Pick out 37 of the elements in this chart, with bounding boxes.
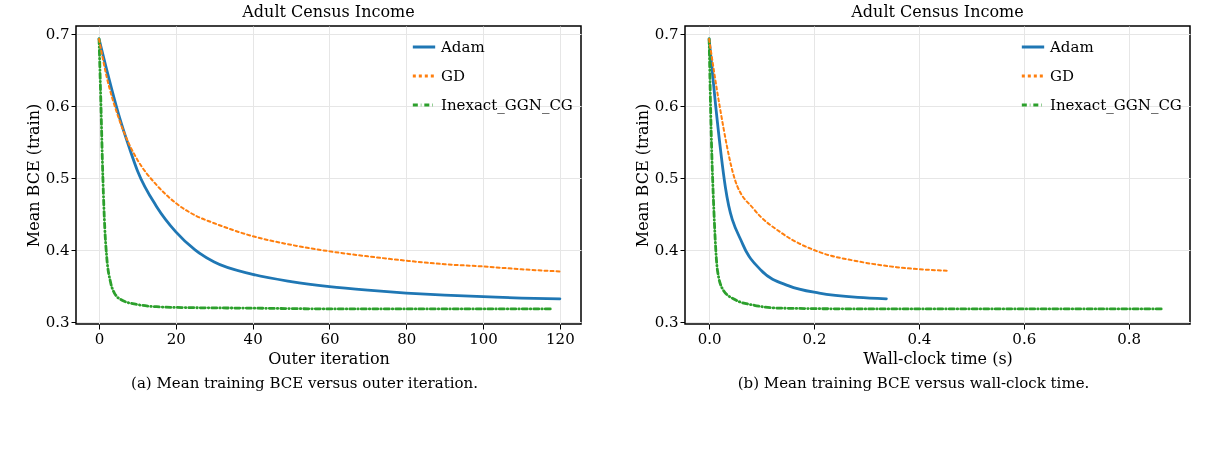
x-tick-label: 0.2 (802, 329, 827, 348)
x-tick-label: 0.4 (907, 329, 932, 348)
text: (a) Mean training BCE versus outer iteration. (131, 374, 478, 392)
y-tick-label: 0.4 (45, 241, 70, 260)
legend-label: Adam (440, 38, 485, 56)
y-tick-label: 0.3 (654, 313, 679, 332)
x-tick-label: 0 (94, 329, 105, 348)
x-tick-label: 0.0 (697, 329, 722, 348)
y-axis-title: Mean BCE (train) (632, 103, 652, 248)
x-tick-label: 100 (469, 329, 498, 348)
text: (b) Mean training BCE versus wall-clock time. (737, 374, 1090, 392)
y-tick-label: 0.7 (45, 25, 70, 44)
x-axis-title: Outer iteration (268, 348, 390, 368)
y-tick-label: 0.5 (654, 169, 679, 188)
x-tick-label: 20 (166, 329, 186, 348)
legend-label: GD (1050, 67, 1075, 85)
y-tick-label: 0.4 (654, 241, 679, 260)
chart-title: Adult Census Income (850, 2, 1024, 21)
y-axis-title: Mean BCE (train) (23, 103, 43, 248)
x-tick-label: 0.6 (1012, 329, 1037, 348)
line-series (708, 37, 948, 272)
x-tick-label: 0.8 (1117, 329, 1142, 348)
x-axis-title: Wall-clock time (s) (863, 348, 1013, 368)
x-tick-label: 60 (320, 329, 340, 348)
y-tick-label: 0.7 (654, 25, 679, 44)
chart-title: Adult Census Income (241, 2, 415, 21)
x-tick-label: 40 (243, 329, 263, 348)
x-tick-label: 120 (546, 329, 575, 348)
legend-label: Inexact_GGN_CG (1050, 96, 1182, 114)
y-tick-label: 0.6 (654, 97, 679, 116)
legend-label: Adam (1049, 38, 1094, 56)
x-tick-label: 80 (397, 329, 417, 348)
y-tick-label: 0.6 (45, 97, 70, 116)
legend-label: Inexact_GGN_CG (441, 96, 573, 114)
y-tick-label: 0.3 (45, 313, 70, 332)
legend-label: GD (441, 67, 466, 85)
y-tick-label: 0.5 (45, 169, 70, 188)
